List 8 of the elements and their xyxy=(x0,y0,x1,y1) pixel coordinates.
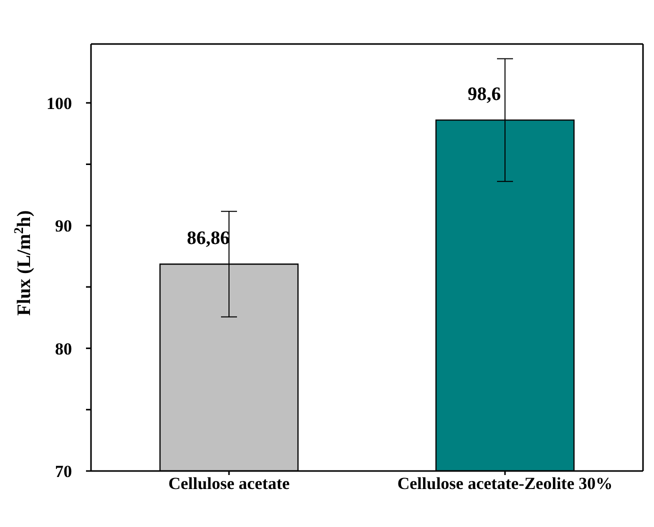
y-tick-label: 80 xyxy=(55,339,72,358)
data-label: 98,6 xyxy=(468,84,501,106)
y-tick-label: 70 xyxy=(55,462,72,482)
y-tick-label: 90 xyxy=(55,216,72,236)
data-label: 86,86 xyxy=(186,228,230,250)
x-tick-label: Cellulose acetate xyxy=(168,474,290,494)
x-tick-label: Cellulose acetate-Zeolite 30% xyxy=(397,474,613,494)
y-tick-label: 100 xyxy=(46,94,72,113)
